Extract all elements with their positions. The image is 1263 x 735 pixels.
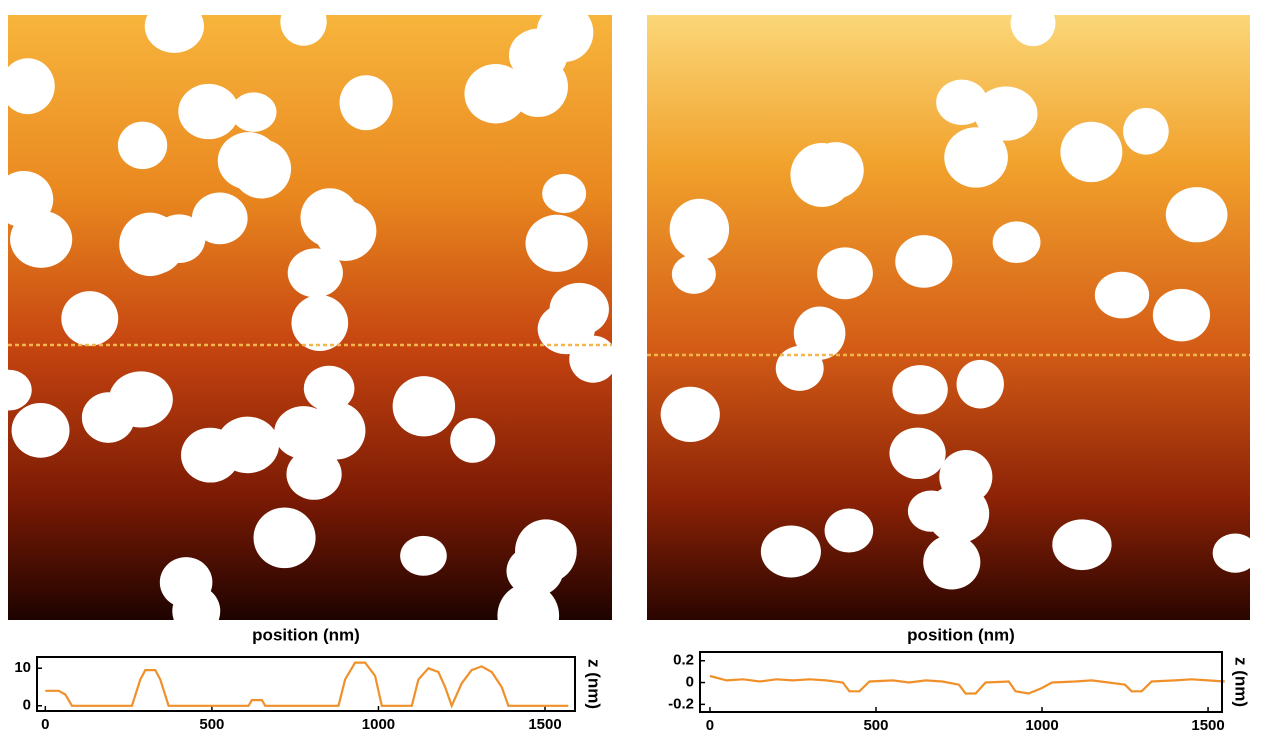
particle	[760, 525, 821, 578]
particle	[817, 247, 873, 300]
particle	[569, 335, 612, 383]
x-tick-label: 500	[199, 716, 224, 733]
particle	[992, 221, 1041, 264]
particle	[944, 127, 1008, 188]
particle	[892, 365, 948, 415]
x-tick-label: 500	[863, 717, 888, 734]
particle	[1123, 107, 1169, 155]
y-axis-label: z (nm)	[585, 659, 604, 709]
particle	[144, 15, 204, 53]
particle	[61, 291, 119, 346]
afm-image	[8, 15, 612, 620]
x-tick-label: 0	[41, 716, 49, 733]
particle	[1094, 271, 1150, 319]
y-axis-label: z (nm)	[1232, 657, 1251, 707]
particle	[1212, 533, 1250, 573]
particle	[181, 427, 240, 483]
particle	[926, 484, 990, 544]
x-tick-label: 1000	[1025, 717, 1058, 734]
particle	[172, 586, 221, 620]
particle	[1052, 519, 1112, 571]
profile-line	[45, 661, 569, 709]
x-tick-label: 1500	[528, 716, 561, 733]
particle	[1010, 15, 1056, 47]
particle	[808, 142, 864, 199]
particle	[339, 75, 393, 131]
x-axis-label: position (nm)	[252, 625, 360, 644]
particle	[549, 282, 609, 336]
particle	[895, 235, 953, 288]
particle	[542, 173, 587, 214]
particle	[525, 214, 588, 272]
y-tick-label: 0.2	[673, 652, 694, 669]
x-axis-label: position (nm)	[907, 625, 1015, 644]
particle	[8, 369, 32, 411]
particle	[974, 86, 1038, 141]
afm-image	[647, 15, 1250, 620]
particle	[669, 198, 730, 260]
profile-line	[709, 674, 1225, 695]
particle	[117, 121, 168, 170]
plot-frame	[699, 651, 1223, 713]
particle	[392, 376, 456, 437]
particle	[81, 392, 135, 443]
y-tick-label: 0	[23, 697, 31, 714]
particle	[286, 448, 342, 500]
particle	[314, 200, 377, 261]
particle	[1165, 187, 1228, 243]
particle	[253, 507, 316, 569]
x-tick-label: 1500	[1191, 717, 1224, 734]
particle	[178, 83, 240, 140]
particle	[1060, 121, 1123, 183]
image-content	[8, 15, 612, 620]
particle	[303, 365, 355, 412]
image-content	[647, 15, 1250, 620]
particle	[508, 56, 568, 118]
particle	[824, 508, 874, 553]
particle	[889, 427, 946, 480]
particle	[8, 58, 55, 115]
particle	[450, 418, 496, 463]
particle	[671, 254, 716, 294]
y-tick-label: -0.2	[668, 695, 694, 712]
particle	[274, 406, 333, 459]
plot-frame	[36, 656, 576, 712]
particle	[291, 294, 349, 351]
particle	[8, 171, 54, 228]
particle	[506, 545, 564, 597]
particle	[793, 306, 846, 360]
particle	[217, 132, 280, 190]
particle	[287, 248, 343, 298]
x-tick-label: 0	[706, 717, 714, 734]
particle	[660, 386, 720, 443]
particle	[400, 535, 447, 576]
y-tick-label: 0	[686, 674, 694, 691]
particle	[536, 15, 594, 62]
particle	[230, 92, 277, 132]
particle	[1152, 288, 1211, 342]
y-tick-label: 10	[14, 659, 31, 676]
particle	[923, 534, 981, 590]
particle	[956, 359, 1004, 409]
particle	[280, 15, 327, 46]
x-tick-label: 1000	[362, 716, 395, 733]
particle	[119, 212, 181, 277]
particle	[191, 192, 248, 245]
particle	[11, 403, 70, 458]
